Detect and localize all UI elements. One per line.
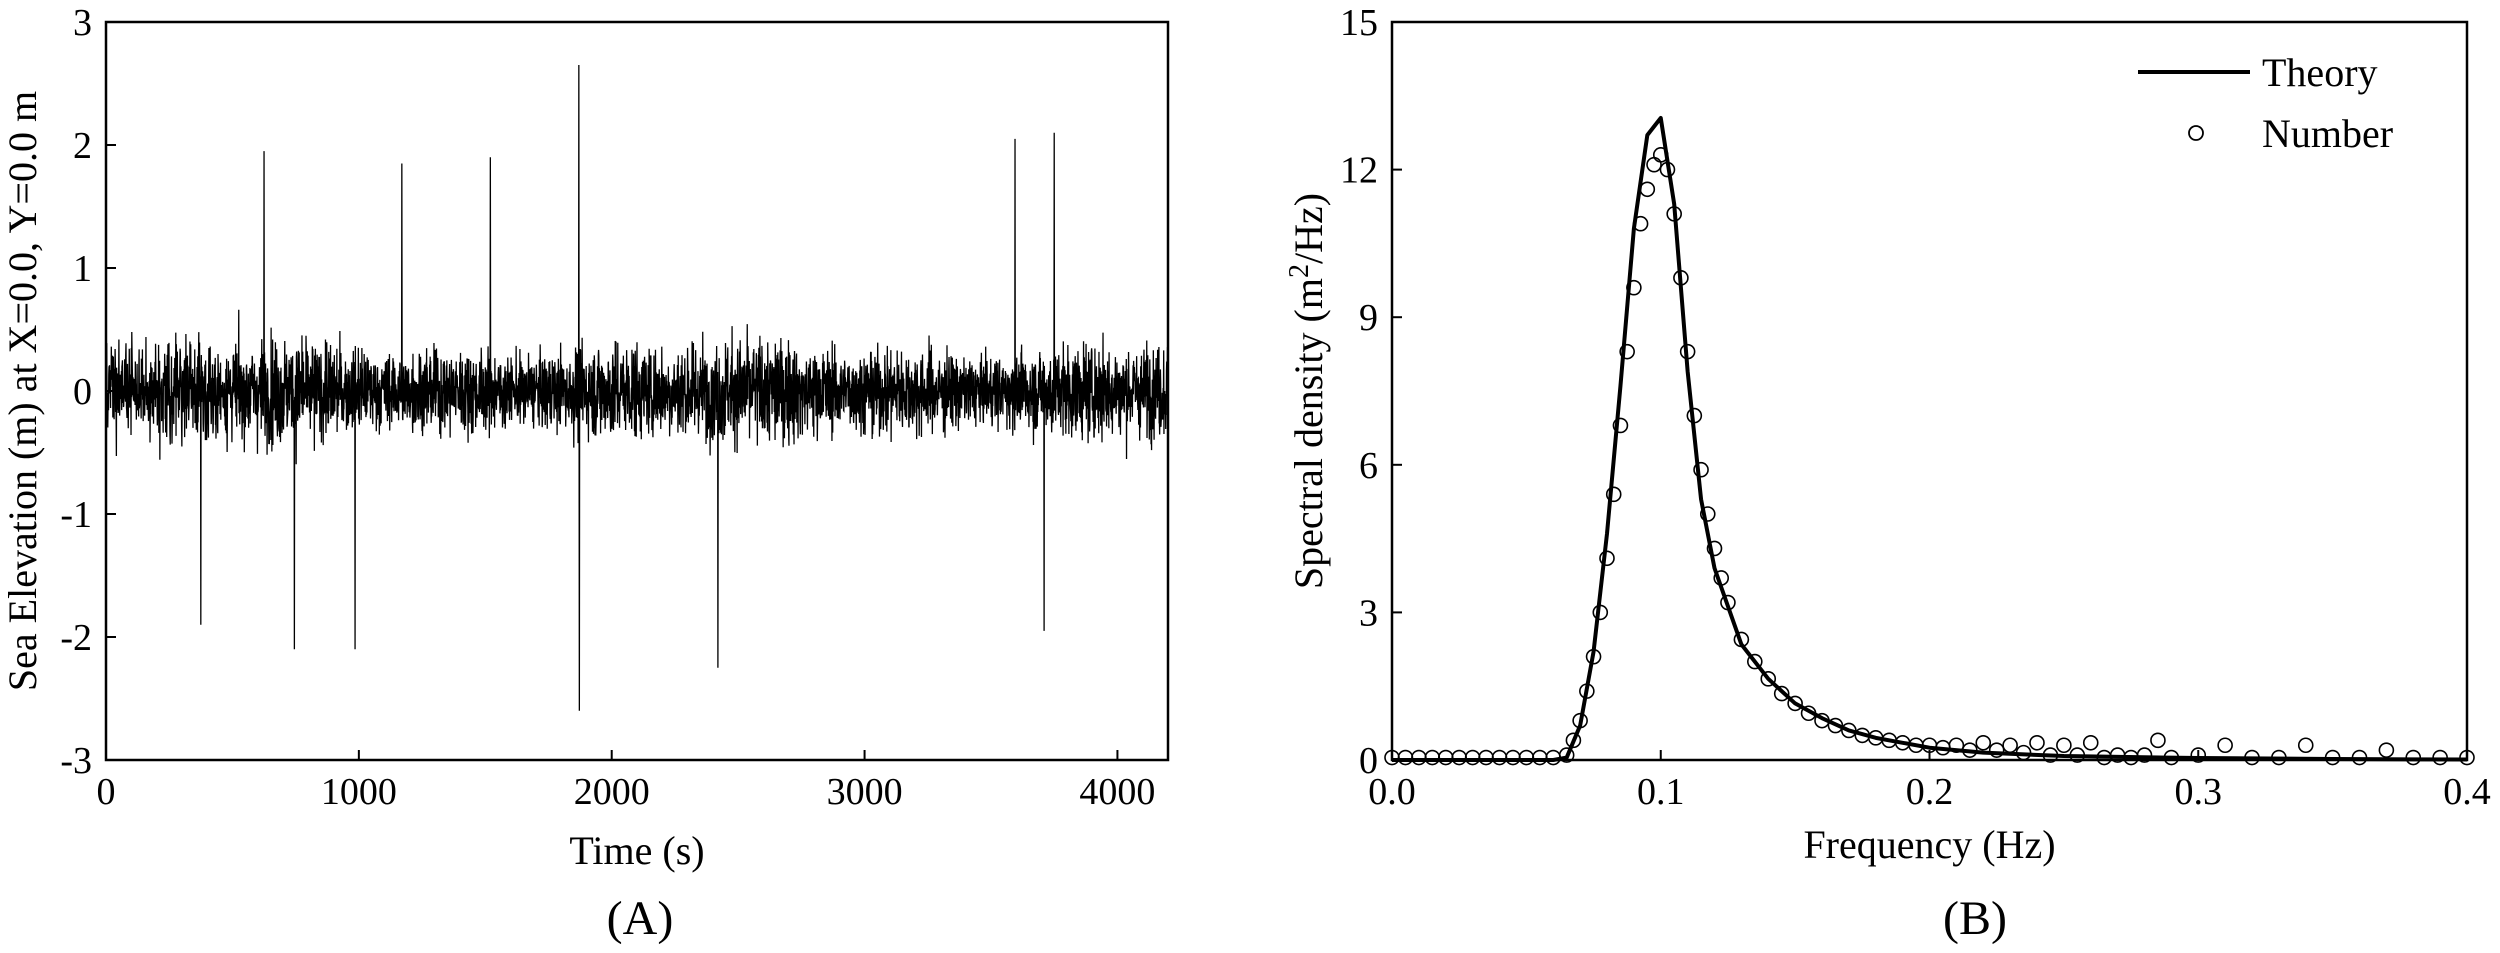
number-point <box>1699 506 1716 522</box>
panel-a-x-ticks: 0 1000 2000 3000 4000 <box>97 750 1155 813</box>
panel-a-elevation-series <box>105 65 1169 711</box>
number-point <box>1948 737 1965 754</box>
panel-b-x-axis-label: Frequency (Hz) <box>1803 822 2055 867</box>
x-tick-label: 0.4 <box>2443 771 2491 813</box>
number-point <box>1747 653 1763 670</box>
theory-line <box>1392 115 2468 762</box>
y-tick-label: -3 <box>60 740 92 782</box>
y-tick-label: 0 <box>1359 740 1378 782</box>
x-tick-label: 2000 <box>574 771 650 813</box>
number-point <box>2150 732 2166 749</box>
legend-number-label: Number <box>2262 111 2393 156</box>
number-point <box>1397 749 1414 766</box>
legend-theory-label: Theory <box>2262 50 2378 95</box>
y-tick-label: 12 <box>1340 150 1378 192</box>
number-point <box>1605 486 1622 503</box>
number-point <box>1773 685 1790 702</box>
panel-b-label: (B) <box>1943 892 2007 945</box>
x-tick-label: 0.3 <box>2175 771 2223 813</box>
number-point <box>1619 343 1635 360</box>
y-tick-label: 3 <box>73 2 92 44</box>
y-tick-label: 0 <box>73 371 92 413</box>
number-point <box>2056 737 2072 754</box>
y-tick-label: -1 <box>60 494 92 536</box>
number-point <box>1975 734 1992 751</box>
number-point <box>2002 737 2018 754</box>
number-point <box>1787 695 1803 712</box>
panel-b-x-ticks: 0.0 0.1 0.2 0.3 0.4 <box>1368 750 2491 813</box>
elevation-trace <box>105 65 1169 711</box>
number-point <box>1693 461 1709 478</box>
number-point <box>1760 671 1777 687</box>
number-point <box>1558 747 1575 763</box>
x-tick-label: 1000 <box>321 771 397 813</box>
x-tick-label: 0.0 <box>1368 771 1416 813</box>
number-point <box>1505 749 1521 766</box>
number-point <box>1464 749 1481 766</box>
y-tick-label: 1 <box>73 248 92 290</box>
number-point <box>2190 747 2207 763</box>
number-point <box>1646 156 1662 173</box>
number-point <box>1518 749 1535 766</box>
panel-a-x-axis-label: Time (s) <box>569 828 704 873</box>
x-tick-label: 0.2 <box>1906 771 1954 813</box>
number-point <box>1478 749 1494 766</box>
number-point <box>1491 749 1508 766</box>
number-point <box>1706 540 1723 557</box>
number-point <box>2029 734 2045 751</box>
x-tick-label: 0.1 <box>1637 771 1685 813</box>
panel-b-y-axis-label: Spectral density (m2/Hz) <box>1284 193 1331 589</box>
x-tick-label: 0 <box>97 771 116 813</box>
legend-number-circle-marker <box>2188 125 2204 141</box>
panel-a-y-ticks: -3 -2 -1 0 1 2 3 <box>60 2 116 782</box>
panel-a-y-axis-label: Sea Elevation (m) at X=0.0, Y=0.0 m <box>0 91 45 691</box>
panel-b-theory-series <box>1392 115 2468 762</box>
number-point <box>2378 742 2395 758</box>
number-point <box>2217 737 2233 754</box>
x-tick-label: 3000 <box>827 771 903 813</box>
number-point <box>2297 737 2314 754</box>
number-point <box>1451 749 1467 766</box>
number-point <box>2136 747 2153 763</box>
panel-b-y-label-main: Spectral density (m <box>1286 278 1331 589</box>
number-point <box>1411 749 1427 766</box>
number-point <box>1988 742 2005 758</box>
y-tick-label: 15 <box>1340 2 1378 44</box>
y-tick-label: 9 <box>1359 297 1378 339</box>
panel-b-y-label-tail: /Hz) <box>1286 193 1331 264</box>
x-tick-label: 4000 <box>1079 771 1155 813</box>
y-tick-label: 6 <box>1359 445 1378 487</box>
y-tick-label: 2 <box>73 125 92 167</box>
number-point <box>2082 734 2099 751</box>
number-point <box>1639 181 1656 198</box>
panel-b-legend: Theory Number <box>2138 50 2393 156</box>
panel-b-number-series <box>1384 147 2475 766</box>
panel-b-y-label-superscript: 2 <box>1284 264 1315 278</box>
number-point <box>1565 732 1582 749</box>
y-tick-label: 3 <box>1359 592 1378 634</box>
number-point <box>1532 749 1548 766</box>
y-tick-label: -2 <box>60 617 92 659</box>
panel-b-y-ticks: 0 3 6 9 12 15 <box>1340 2 1402 782</box>
panel-a-time-series: 0 1000 2000 3000 4000 -3 -2 -1 0 1 2 3 Time (s) Se… <box>0 2 1170 945</box>
number-point <box>1424 749 1441 766</box>
panel-a-label: (A) <box>607 892 674 945</box>
number-point <box>1612 417 1629 434</box>
number-point <box>1437 749 1454 766</box>
